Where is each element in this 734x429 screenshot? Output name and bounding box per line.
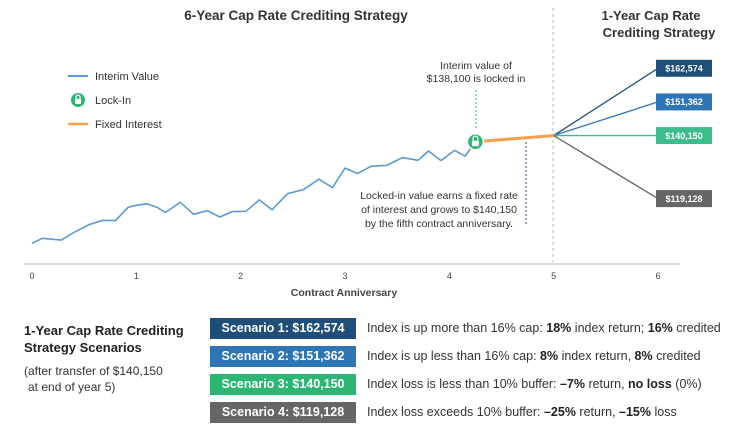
scenarios-note-line1: (after transfer of $140,150 (24, 364, 163, 378)
scenario-2-badge: Scenario 2: $151,362 (210, 346, 356, 367)
annotation-locked-line2: of interest and grows to $140,150 (361, 204, 517, 216)
scenarios-title-line1: 1-Year Cap Rate Crediting (24, 323, 184, 338)
x-tick-label-5: 5 (551, 271, 556, 281)
legend-fixed-label: Fixed Interest (95, 119, 162, 131)
series-line-1 (475, 134, 554, 144)
x-axis-label: Contract Anniversary (291, 287, 398, 299)
cap-rate-chart: 6-Year Cap Rate Crediting Strategy 1-Yea… (24, 8, 716, 299)
x-tick-label-1: 1 (134, 271, 139, 281)
scenario-fan-box-0 (656, 59, 712, 77)
series-line-0 (31, 141, 477, 245)
lockin-lock-icon (466, 132, 485, 151)
scenario-fan-value-3: $119,128 (665, 194, 702, 204)
scenarios-title-line2: Strategy Scenarios (24, 340, 142, 355)
annotation-interim-line1: Interim value of (440, 60, 512, 72)
scenario-fan-value-0: $162,574 (665, 64, 703, 74)
scenario-1-badge: Scenario 1: $162,574 (210, 318, 356, 339)
x-tick-label-2: 2 (238, 271, 243, 281)
chart-title: 6-Year Cap Rate Crediting Strategy (184, 8, 408, 23)
side-title-line2: Crediting Strategy (603, 25, 716, 40)
scenario-4-badge: Scenario 4: $119,128 (210, 402, 356, 423)
scenario-4-desc: Index loss exceeds 10% buffer: –25% retu… (367, 405, 677, 419)
series-lines (31, 134, 554, 245)
side-title-line1: 1-Year Cap Rate (602, 8, 701, 23)
annotation-locked-line3: by the fifth contract anniversary. (365, 218, 513, 230)
lock-icon (71, 93, 85, 107)
x-ticks: 0 1 2 3 4 5 6 (29, 271, 660, 281)
scenarios-note: (after transfer of $140,150 at end of ye… (24, 363, 204, 395)
scenario-fan-box-2 (656, 127, 712, 145)
x-tick-label-4: 4 (447, 271, 452, 281)
scenario-fan-value-2: $140,150 (665, 131, 703, 141)
legend-lockin-label: Lock-In (95, 95, 131, 107)
chart-legend: Interim Value Lock-In Fixed Interest (68, 71, 162, 131)
scenario-1-desc: Index is up more than 16% cap: 18% index… (367, 321, 721, 335)
scenario-fan-box-3 (656, 190, 712, 208)
scenario-2-desc: Index is up less than 16% cap: 8% index … (367, 349, 701, 363)
annotation-interim-line2: $138,100 is locked in (427, 73, 526, 85)
annotation-locked-line1: Locked-in value earns a fixed rate (360, 190, 518, 202)
scenario-fan-value-1: $151,362 (665, 97, 703, 107)
scenario-fan-box-1 (656, 93, 712, 111)
x-tick-label-0: 0 (29, 271, 34, 281)
x-tick-label-6: 6 (655, 271, 660, 281)
scenarios-note-line2: at end of year 5) (28, 380, 116, 394)
scenarios-title: 1-Year Cap Rate Crediting Strategy Scena… (24, 322, 204, 356)
scenario-fan: $162,574 $151,362 $140,150 $119,128 (553, 59, 712, 208)
scenario-3-desc: Index loss is less than 10% buffer: –7% … (367, 377, 702, 391)
scenario-fan-line-1 (553, 101, 659, 137)
x-tick-label-3: 3 (342, 271, 347, 281)
scenario-fan-line-3 (553, 134, 659, 200)
legend-interim-label: Interim Value (95, 71, 159, 83)
scenario-3-badge: Scenario 3: $140,150 (210, 374, 356, 395)
lockin-marker (466, 132, 485, 151)
scenario-fan-line-0 (553, 67, 659, 137)
